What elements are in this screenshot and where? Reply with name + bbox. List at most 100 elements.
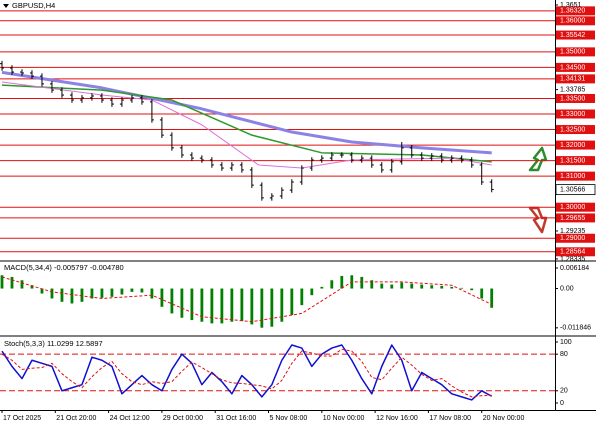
level-label-box xyxy=(556,233,595,243)
x-tick-label: 21 Oct 20:00 xyxy=(56,415,96,422)
macd-title: MACD(5,34,4) -0.005797 -0.004780 xyxy=(4,263,124,272)
level-label-box xyxy=(556,30,595,40)
chart-title: GBPUSD,H4 xyxy=(12,1,55,10)
macd-bar xyxy=(270,288,274,327)
y-tick-label: 1.29235 xyxy=(560,228,585,235)
level-label-box xyxy=(556,16,595,26)
level-label: 1.28564 xyxy=(560,249,585,256)
macd-bar xyxy=(380,283,384,289)
symbol-menu-icon[interactable] xyxy=(3,4,9,8)
level-label: 1.34500 xyxy=(560,64,585,71)
macd-bar xyxy=(320,286,324,289)
macd-bar xyxy=(170,288,174,314)
stoch-line xyxy=(1,348,492,398)
macd-bar xyxy=(450,286,454,289)
x-tick-label: 20 Nov 00:00 xyxy=(483,415,525,422)
macd-bar xyxy=(370,280,374,289)
macd-bar xyxy=(210,288,214,324)
macd-bar xyxy=(300,288,304,306)
macd-bar xyxy=(150,288,154,299)
x-tick-label: 12 Nov 16:00 xyxy=(376,415,418,422)
x-tick-label: 10 Nov 00:00 xyxy=(323,415,365,422)
x-tick-label: 17 Nov 08:00 xyxy=(429,415,471,422)
macd-bar xyxy=(490,288,494,308)
moving-average xyxy=(1,70,492,155)
macd-bar xyxy=(250,288,254,325)
macd-bar xyxy=(200,288,204,322)
level-label: 1.35000 xyxy=(560,49,585,56)
macd-bar xyxy=(480,288,484,299)
level-label: 1.32000 xyxy=(560,142,585,149)
macd-bar xyxy=(40,288,44,294)
macd-bar xyxy=(230,288,234,322)
y-tick-label: 20 xyxy=(560,388,568,395)
y-tick-label: 80 xyxy=(560,351,568,358)
y-tick-label: 1.28335 xyxy=(560,256,585,263)
macd-bar xyxy=(190,288,194,321)
y-tick-label: 1.33785 xyxy=(560,86,585,93)
macd-bar xyxy=(440,285,444,289)
macd-bar xyxy=(340,275,344,289)
macd-bar xyxy=(70,288,74,304)
macd-bar xyxy=(180,288,184,318)
x-tick-label: 5 Nov 08:00 xyxy=(270,415,308,422)
macd-bar xyxy=(310,288,314,296)
macd-bar xyxy=(240,288,244,322)
level-label: 1.29655 xyxy=(560,215,585,222)
level-label: 1.36320 xyxy=(560,8,585,15)
signal-line xyxy=(1,276,492,323)
level-label: 1.33500 xyxy=(560,95,585,102)
x-tick-label: 17 Oct 2025 xyxy=(3,415,41,422)
level-label-box xyxy=(556,109,595,119)
macd-bar xyxy=(50,288,54,299)
macd-bar xyxy=(30,285,34,289)
y-tick-label: 0 xyxy=(560,400,564,407)
level-label-box xyxy=(556,93,595,103)
macd-bar xyxy=(360,276,364,289)
level-label: 1.30000 xyxy=(560,204,585,211)
level-label-box xyxy=(556,202,595,212)
stoch-line xyxy=(1,344,493,401)
x-tick-label: 31 Oct 16:00 xyxy=(216,415,256,422)
x-tick-label: 24 Oct 12:00 xyxy=(110,415,150,422)
macd-bar xyxy=(390,284,394,289)
macd-bar xyxy=(220,288,224,324)
level-label-box xyxy=(556,74,595,84)
level-label-box xyxy=(556,125,595,135)
last-price-box xyxy=(555,184,596,196)
level-label-box xyxy=(556,62,595,72)
macd-bar xyxy=(280,288,284,322)
level-label: 1.29000 xyxy=(560,235,585,242)
level-label: 1.34131 xyxy=(560,76,585,83)
level-label: 1.31500 xyxy=(560,157,585,164)
level-label: 1.35542 xyxy=(560,32,585,39)
level-label-box xyxy=(556,213,595,223)
y-tick-label: 1.3651 xyxy=(560,2,582,9)
macd-bar xyxy=(400,282,404,289)
macd-bar xyxy=(110,288,114,297)
macd-bar xyxy=(130,288,134,292)
macd-bar xyxy=(10,276,14,289)
macd-bar xyxy=(100,288,104,298)
moving-average xyxy=(1,81,492,169)
macd-bar xyxy=(420,284,424,289)
level-label: 1.31000 xyxy=(560,173,585,180)
macd-bar xyxy=(460,287,464,289)
level-label-box xyxy=(556,247,595,257)
x-tick-label: 29 Oct 00:00 xyxy=(163,415,203,422)
y-tick-label: 0.00 xyxy=(560,285,574,292)
macd-bar xyxy=(20,280,24,289)
up-arrow-icon xyxy=(528,146,548,172)
macd-bar xyxy=(430,285,434,289)
level-label: 1.32500 xyxy=(560,126,585,133)
macd-bar xyxy=(160,288,164,307)
macd-bar xyxy=(290,288,294,316)
level-label-box xyxy=(556,47,595,57)
macd-bar xyxy=(260,288,264,328)
y-tick-label: -0.011846 xyxy=(560,325,591,332)
level-label-box xyxy=(556,171,595,181)
macd-bar xyxy=(330,280,334,289)
level-label-box xyxy=(556,156,595,166)
